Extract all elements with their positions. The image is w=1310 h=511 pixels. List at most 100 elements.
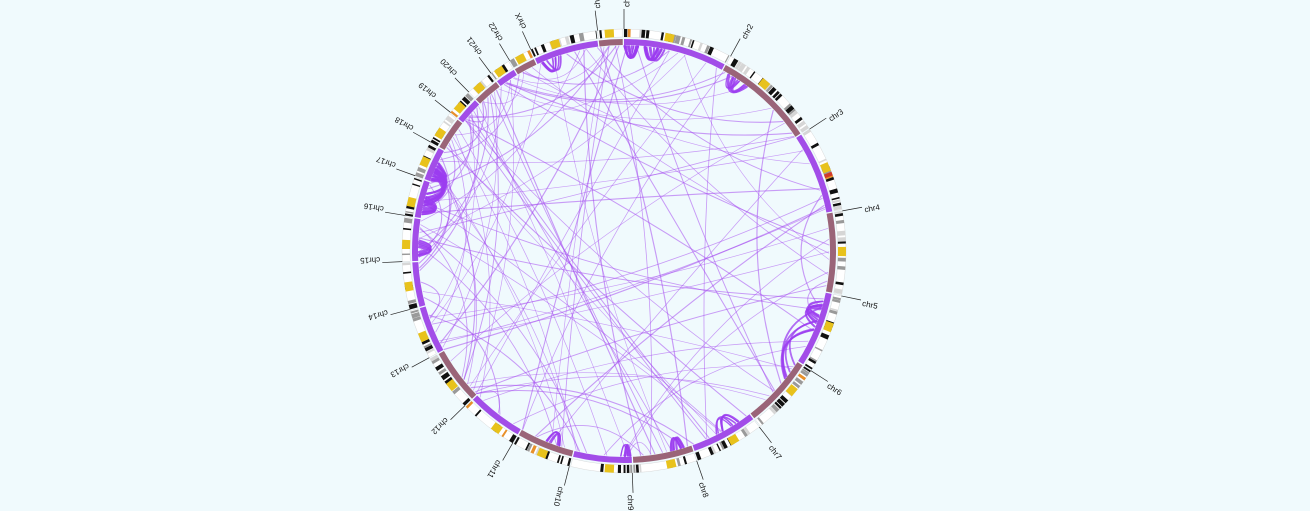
label-chr21: chr21	[464, 35, 484, 57]
link	[522, 71, 724, 430]
centromere-chr19	[453, 101, 466, 114]
link	[428, 314, 581, 452]
track-chr17	[424, 148, 444, 182]
track-chr18	[439, 119, 463, 150]
label-chr22: chr22	[487, 20, 505, 42]
link	[522, 45, 628, 430]
link	[423, 173, 444, 204]
link	[553, 57, 667, 452]
link	[498, 88, 772, 120]
link	[615, 45, 653, 455]
link	[628, 45, 634, 58]
link	[524, 71, 810, 165]
ideogram-chr19	[450, 92, 474, 118]
track-chrY	[598, 39, 623, 47]
link	[586, 49, 829, 275]
link	[439, 136, 795, 164]
link	[470, 384, 694, 445]
link	[448, 144, 717, 435]
tick-chr11	[502, 442, 514, 461]
label-chr18: chr18	[393, 115, 415, 133]
link	[423, 297, 501, 415]
link	[476, 390, 501, 414]
link	[465, 120, 814, 332]
link	[432, 198, 823, 325]
label-chr7: chr7	[767, 444, 784, 462]
centromere-chr8	[665, 458, 677, 469]
centromere-chr20	[473, 81, 486, 94]
link	[428, 46, 610, 190]
ideogram-chr8	[633, 452, 697, 473]
ideogram-chrX	[530, 30, 598, 58]
link	[503, 84, 830, 246]
tick-chr6	[810, 370, 828, 382]
label-chr6: chr6	[825, 381, 843, 397]
track-chr14	[412, 262, 426, 307]
link	[800, 195, 822, 310]
track-chr6	[750, 362, 803, 419]
link	[703, 67, 717, 439]
tick-chr17	[396, 168, 416, 177]
ideogram-chr15	[401, 216, 413, 262]
link	[437, 163, 476, 380]
label-chr12: chr12	[429, 416, 450, 437]
centromere-chr11	[490, 422, 503, 435]
link	[506, 72, 726, 101]
track-chr3	[796, 134, 833, 213]
centromere-chrY	[604, 29, 615, 38]
tick-chr10	[564, 466, 570, 486]
tick-chr14	[390, 309, 410, 316]
link	[442, 91, 498, 348]
ideogram-chr22	[509, 49, 534, 68]
centromere-chr6	[785, 384, 798, 397]
tick-chr19	[434, 99, 451, 113]
link	[566, 53, 784, 123]
link	[440, 74, 520, 161]
links-layer	[417, 44, 830, 458]
link	[463, 95, 499, 380]
ideogram-chr4	[833, 210, 847, 295]
link	[465, 120, 775, 392]
link	[440, 208, 826, 344]
link	[636, 45, 774, 393]
centromere-chr16	[406, 196, 417, 208]
link	[505, 75, 733, 103]
link	[431, 63, 542, 323]
link	[424, 150, 804, 202]
ideogram-layer	[401, 28, 847, 474]
link	[443, 102, 484, 154]
tick-chr15	[382, 261, 403, 263]
centromere-chr18	[434, 127, 447, 140]
link	[603, 346, 806, 456]
tick-chr4	[842, 206, 863, 212]
link	[473, 79, 515, 391]
link	[424, 202, 821, 311]
link	[419, 227, 468, 378]
centromere-chr17	[419, 156, 431, 168]
link	[513, 365, 794, 425]
link	[715, 416, 737, 435]
link	[474, 285, 827, 393]
link	[807, 306, 822, 318]
link	[645, 46, 659, 61]
link	[491, 94, 663, 453]
link	[583, 49, 642, 456]
ideogram-chr12	[429, 354, 471, 407]
link	[506, 82, 793, 136]
link	[421, 188, 820, 214]
link	[469, 52, 679, 118]
tick-chr21	[478, 57, 492, 74]
label-chr16: chr16	[363, 201, 385, 213]
link	[728, 76, 739, 89]
link	[422, 143, 456, 212]
centromere-chr12	[446, 379, 459, 392]
link	[419, 107, 480, 271]
label-chr20: chr20	[438, 56, 459, 77]
link	[550, 149, 803, 443]
ideogram-chr2	[726, 55, 810, 133]
link	[807, 280, 828, 320]
centromere-chr7	[727, 433, 740, 446]
link	[429, 228, 829, 318]
tick-chr9	[631, 472, 634, 493]
link	[600, 46, 689, 447]
